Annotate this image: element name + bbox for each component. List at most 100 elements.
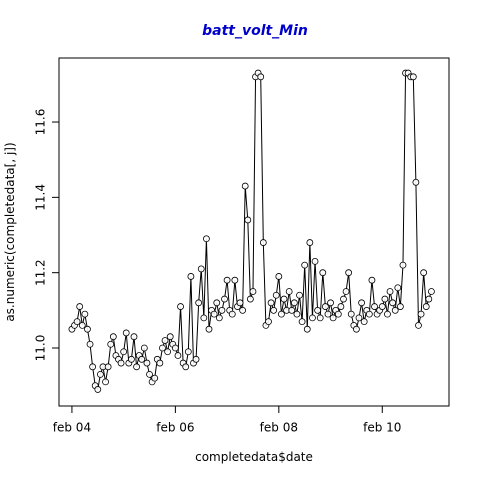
data-point bbox=[76, 303, 84, 310]
data-point bbox=[78, 322, 86, 329]
data-point bbox=[280, 295, 288, 303]
data-point bbox=[122, 329, 130, 337]
data-point bbox=[130, 333, 138, 341]
data-point bbox=[314, 306, 322, 314]
data-point bbox=[275, 273, 283, 280]
x-tick-label: feb 10 bbox=[363, 421, 401, 435]
data-point bbox=[412, 178, 420, 186]
data-point bbox=[257, 73, 265, 81]
data-point bbox=[394, 284, 402, 292]
x-tick-label: feb 08 bbox=[260, 421, 298, 435]
data-point bbox=[355, 314, 363, 322]
data-point bbox=[334, 310, 342, 318]
data-point bbox=[428, 288, 435, 295]
data-point bbox=[340, 295, 347, 303]
data-point bbox=[138, 355, 146, 363]
y-tick-label: 11.2 bbox=[34, 259, 48, 286]
data-point bbox=[389, 299, 397, 307]
data-point bbox=[117, 359, 125, 367]
data-point bbox=[223, 276, 231, 284]
data-point bbox=[303, 325, 311, 333]
x-tick-label: feb 06 bbox=[156, 421, 194, 435]
data-point bbox=[151, 374, 159, 382]
data-point bbox=[86, 340, 94, 348]
data-point bbox=[210, 310, 218, 318]
data-point bbox=[298, 318, 306, 326]
y-axis-label: as.numeric(completedata[, j]) bbox=[3, 142, 17, 321]
y-tick-label: 11.4 bbox=[34, 184, 48, 211]
data-point bbox=[197, 265, 205, 273]
data-point bbox=[378, 303, 386, 310]
data-point bbox=[368, 276, 376, 284]
data-point bbox=[386, 288, 394, 295]
data-point bbox=[301, 261, 309, 269]
data-point bbox=[365, 310, 373, 318]
data-point bbox=[319, 269, 327, 277]
data-point bbox=[107, 340, 115, 348]
data-point bbox=[213, 299, 221, 307]
data-point bbox=[84, 325, 91, 333]
y-tick-label: 11.6 bbox=[34, 109, 48, 136]
chart-title: batt_volt_Min bbox=[202, 23, 308, 39]
data-point bbox=[347, 310, 355, 318]
data-point bbox=[94, 386, 102, 393]
data-point bbox=[249, 288, 257, 295]
data-point bbox=[73, 318, 81, 326]
data-point bbox=[156, 359, 164, 367]
data-point bbox=[236, 299, 244, 307]
data-point bbox=[409, 73, 417, 81]
data-point bbox=[187, 273, 195, 280]
data-point bbox=[353, 325, 360, 333]
data-point bbox=[109, 333, 117, 341]
x-tick-label: feb 04 bbox=[53, 421, 91, 435]
data-point bbox=[177, 303, 184, 310]
data-point bbox=[417, 310, 425, 318]
data-point bbox=[327, 299, 334, 307]
data-point bbox=[218, 306, 226, 314]
data-point bbox=[228, 310, 236, 318]
data-point bbox=[192, 355, 200, 363]
data-point bbox=[146, 370, 153, 378]
data-point bbox=[246, 295, 254, 303]
data-point bbox=[174, 352, 182, 359]
data-point bbox=[290, 299, 298, 307]
data-point bbox=[184, 348, 192, 356]
data-point bbox=[306, 239, 314, 246]
data-point bbox=[278, 310, 285, 318]
data-point bbox=[171, 344, 179, 352]
data-point bbox=[200, 314, 208, 322]
y-tick-label: 11.0 bbox=[34, 335, 48, 362]
data-point bbox=[342, 288, 350, 295]
data-point bbox=[288, 306, 296, 314]
data-point bbox=[415, 322, 422, 329]
data-point bbox=[309, 314, 316, 322]
data-point bbox=[293, 310, 301, 318]
data-point bbox=[205, 325, 213, 333]
data-point bbox=[337, 303, 345, 310]
data-point bbox=[381, 295, 389, 303]
data-point bbox=[425, 295, 433, 303]
data-point bbox=[96, 370, 104, 378]
data-point bbox=[316, 314, 324, 322]
data-point bbox=[89, 363, 97, 371]
data-point bbox=[420, 269, 428, 277]
data-point bbox=[324, 310, 332, 318]
data-point bbox=[81, 310, 89, 318]
data-point bbox=[384, 310, 391, 318]
data-point bbox=[161, 337, 169, 344]
data-point bbox=[128, 355, 135, 363]
data-point bbox=[396, 303, 404, 310]
data-point bbox=[345, 269, 353, 277]
data-point bbox=[285, 288, 293, 295]
data-point bbox=[399, 261, 407, 269]
data-point bbox=[272, 291, 280, 299]
data-point bbox=[215, 314, 223, 322]
data-point bbox=[267, 299, 275, 307]
data-point bbox=[358, 299, 365, 307]
data-point bbox=[391, 306, 399, 314]
data-point bbox=[104, 363, 112, 371]
data-point bbox=[143, 359, 151, 367]
data-point bbox=[422, 303, 430, 310]
